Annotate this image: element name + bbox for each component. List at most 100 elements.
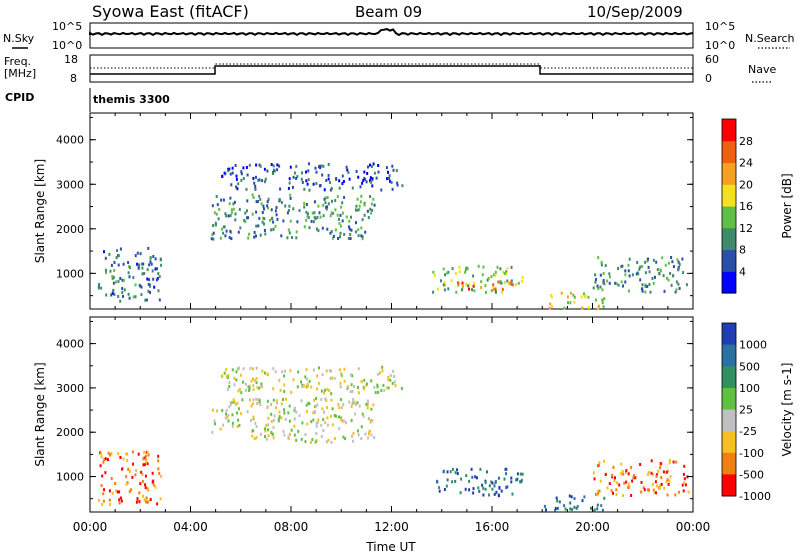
- echo-point: [353, 400, 356, 404]
- echo-point: [298, 209, 301, 212]
- echo-point: [573, 295, 576, 299]
- nave-label: Nave: [748, 63, 776, 76]
- echo-point: [357, 433, 360, 437]
- echo-point: [674, 290, 677, 294]
- echo-point: [369, 163, 371, 167]
- echo-point: [330, 440, 333, 444]
- echo-point: [302, 384, 305, 388]
- echo-point: [459, 491, 462, 495]
- colorbar-tick-label: 1000: [739, 339, 767, 352]
- echo-point: [234, 212, 237, 216]
- echo-point: [599, 273, 602, 277]
- echo-point: [152, 255, 155, 258]
- echo-point: [151, 471, 154, 475]
- echo-point: [240, 412, 243, 416]
- echo-point: [365, 382, 368, 386]
- echo-point: [659, 466, 661, 470]
- echo-point: [230, 237, 233, 241]
- echo-point: [660, 482, 663, 486]
- echo-point: [292, 207, 295, 211]
- echo-point: [141, 473, 144, 477]
- echo-point: [349, 390, 352, 394]
- echo-point: [301, 180, 304, 184]
- echo-point: [312, 418, 315, 422]
- echo-point: [220, 198, 223, 202]
- echo-point: [301, 421, 304, 425]
- echo-point: [358, 208, 361, 212]
- echo-point: [221, 374, 224, 378]
- echo-point: [635, 272, 638, 276]
- echo-point: [676, 258, 679, 262]
- echo-point: [126, 481, 129, 485]
- echo-point: [291, 236, 293, 239]
- date-title: 10/Sep/2009: [587, 3, 683, 21]
- echo-point: [255, 366, 258, 370]
- echo-point: [109, 453, 112, 457]
- echo-point: [310, 385, 313, 389]
- echo-point: [152, 277, 155, 281]
- echo-point: [215, 195, 218, 198]
- echo-point: [603, 459, 606, 463]
- echo-point: [584, 294, 587, 298]
- echo-point: [647, 473, 649, 477]
- echo-point: [270, 412, 273, 416]
- echo-point: [596, 493, 599, 497]
- echo-point: [363, 387, 366, 391]
- echo-point: [663, 289, 666, 293]
- echo-point: [566, 295, 569, 299]
- echo-point: [112, 275, 115, 279]
- echo-point: [633, 474, 635, 478]
- colorbar-swatch: [722, 227, 736, 251]
- echo-point: [613, 479, 616, 483]
- echo-point: [266, 399, 269, 403]
- echo-point: [668, 459, 671, 463]
- echo-point: [262, 204, 265, 208]
- echo-point: [599, 285, 602, 289]
- echo-point: [100, 452, 103, 456]
- echo-point: [386, 386, 388, 390]
- echo-point: [242, 177, 245, 180]
- nave-trace: [90, 63, 693, 69]
- echo-point: [142, 494, 144, 498]
- echo-point: [295, 410, 298, 414]
- echo-point: [257, 178, 260, 182]
- echo-point: [253, 437, 256, 441]
- echo-point: [267, 423, 270, 427]
- echo-point: [143, 272, 146, 275]
- panel-power-frame: [89, 112, 694, 310]
- echo-point: [556, 506, 559, 510]
- echo-point: [218, 207, 221, 211]
- echo-point: [216, 203, 219, 207]
- echo-point: [289, 165, 292, 169]
- echo-point: [141, 272, 144, 276]
- echo-point: [122, 294, 124, 298]
- echo-point: [639, 278, 642, 282]
- echo-point: [465, 474, 468, 478]
- colorbar-swatch: [722, 184, 736, 207]
- echo-point: [641, 283, 644, 287]
- echo-point: [627, 472, 630, 476]
- echo-point: [263, 167, 266, 171]
- echo-point: [647, 471, 650, 474]
- echo-point: [604, 264, 607, 268]
- echo-point: [567, 301, 569, 305]
- echo-point: [341, 211, 344, 215]
- echo-point: [270, 208, 273, 212]
- echo-point: [261, 179, 264, 183]
- echo-point: [258, 386, 261, 390]
- echo-point: [340, 418, 343, 422]
- echo-point: [308, 379, 311, 383]
- echo-point: [272, 172, 274, 175]
- echo-point: [322, 429, 325, 433]
- echo-point: [100, 484, 103, 488]
- echo-point: [280, 201, 283, 205]
- colorbar-swatch: [722, 366, 736, 389]
- echo-point: [590, 506, 592, 510]
- echo-point: [307, 178, 310, 182]
- echo-point: [330, 414, 332, 418]
- echo-point: [352, 400, 355, 404]
- echo-point: [260, 202, 263, 206]
- echo-point: [499, 267, 502, 271]
- echo-point: [322, 418, 325, 422]
- echo-point: [251, 402, 254, 406]
